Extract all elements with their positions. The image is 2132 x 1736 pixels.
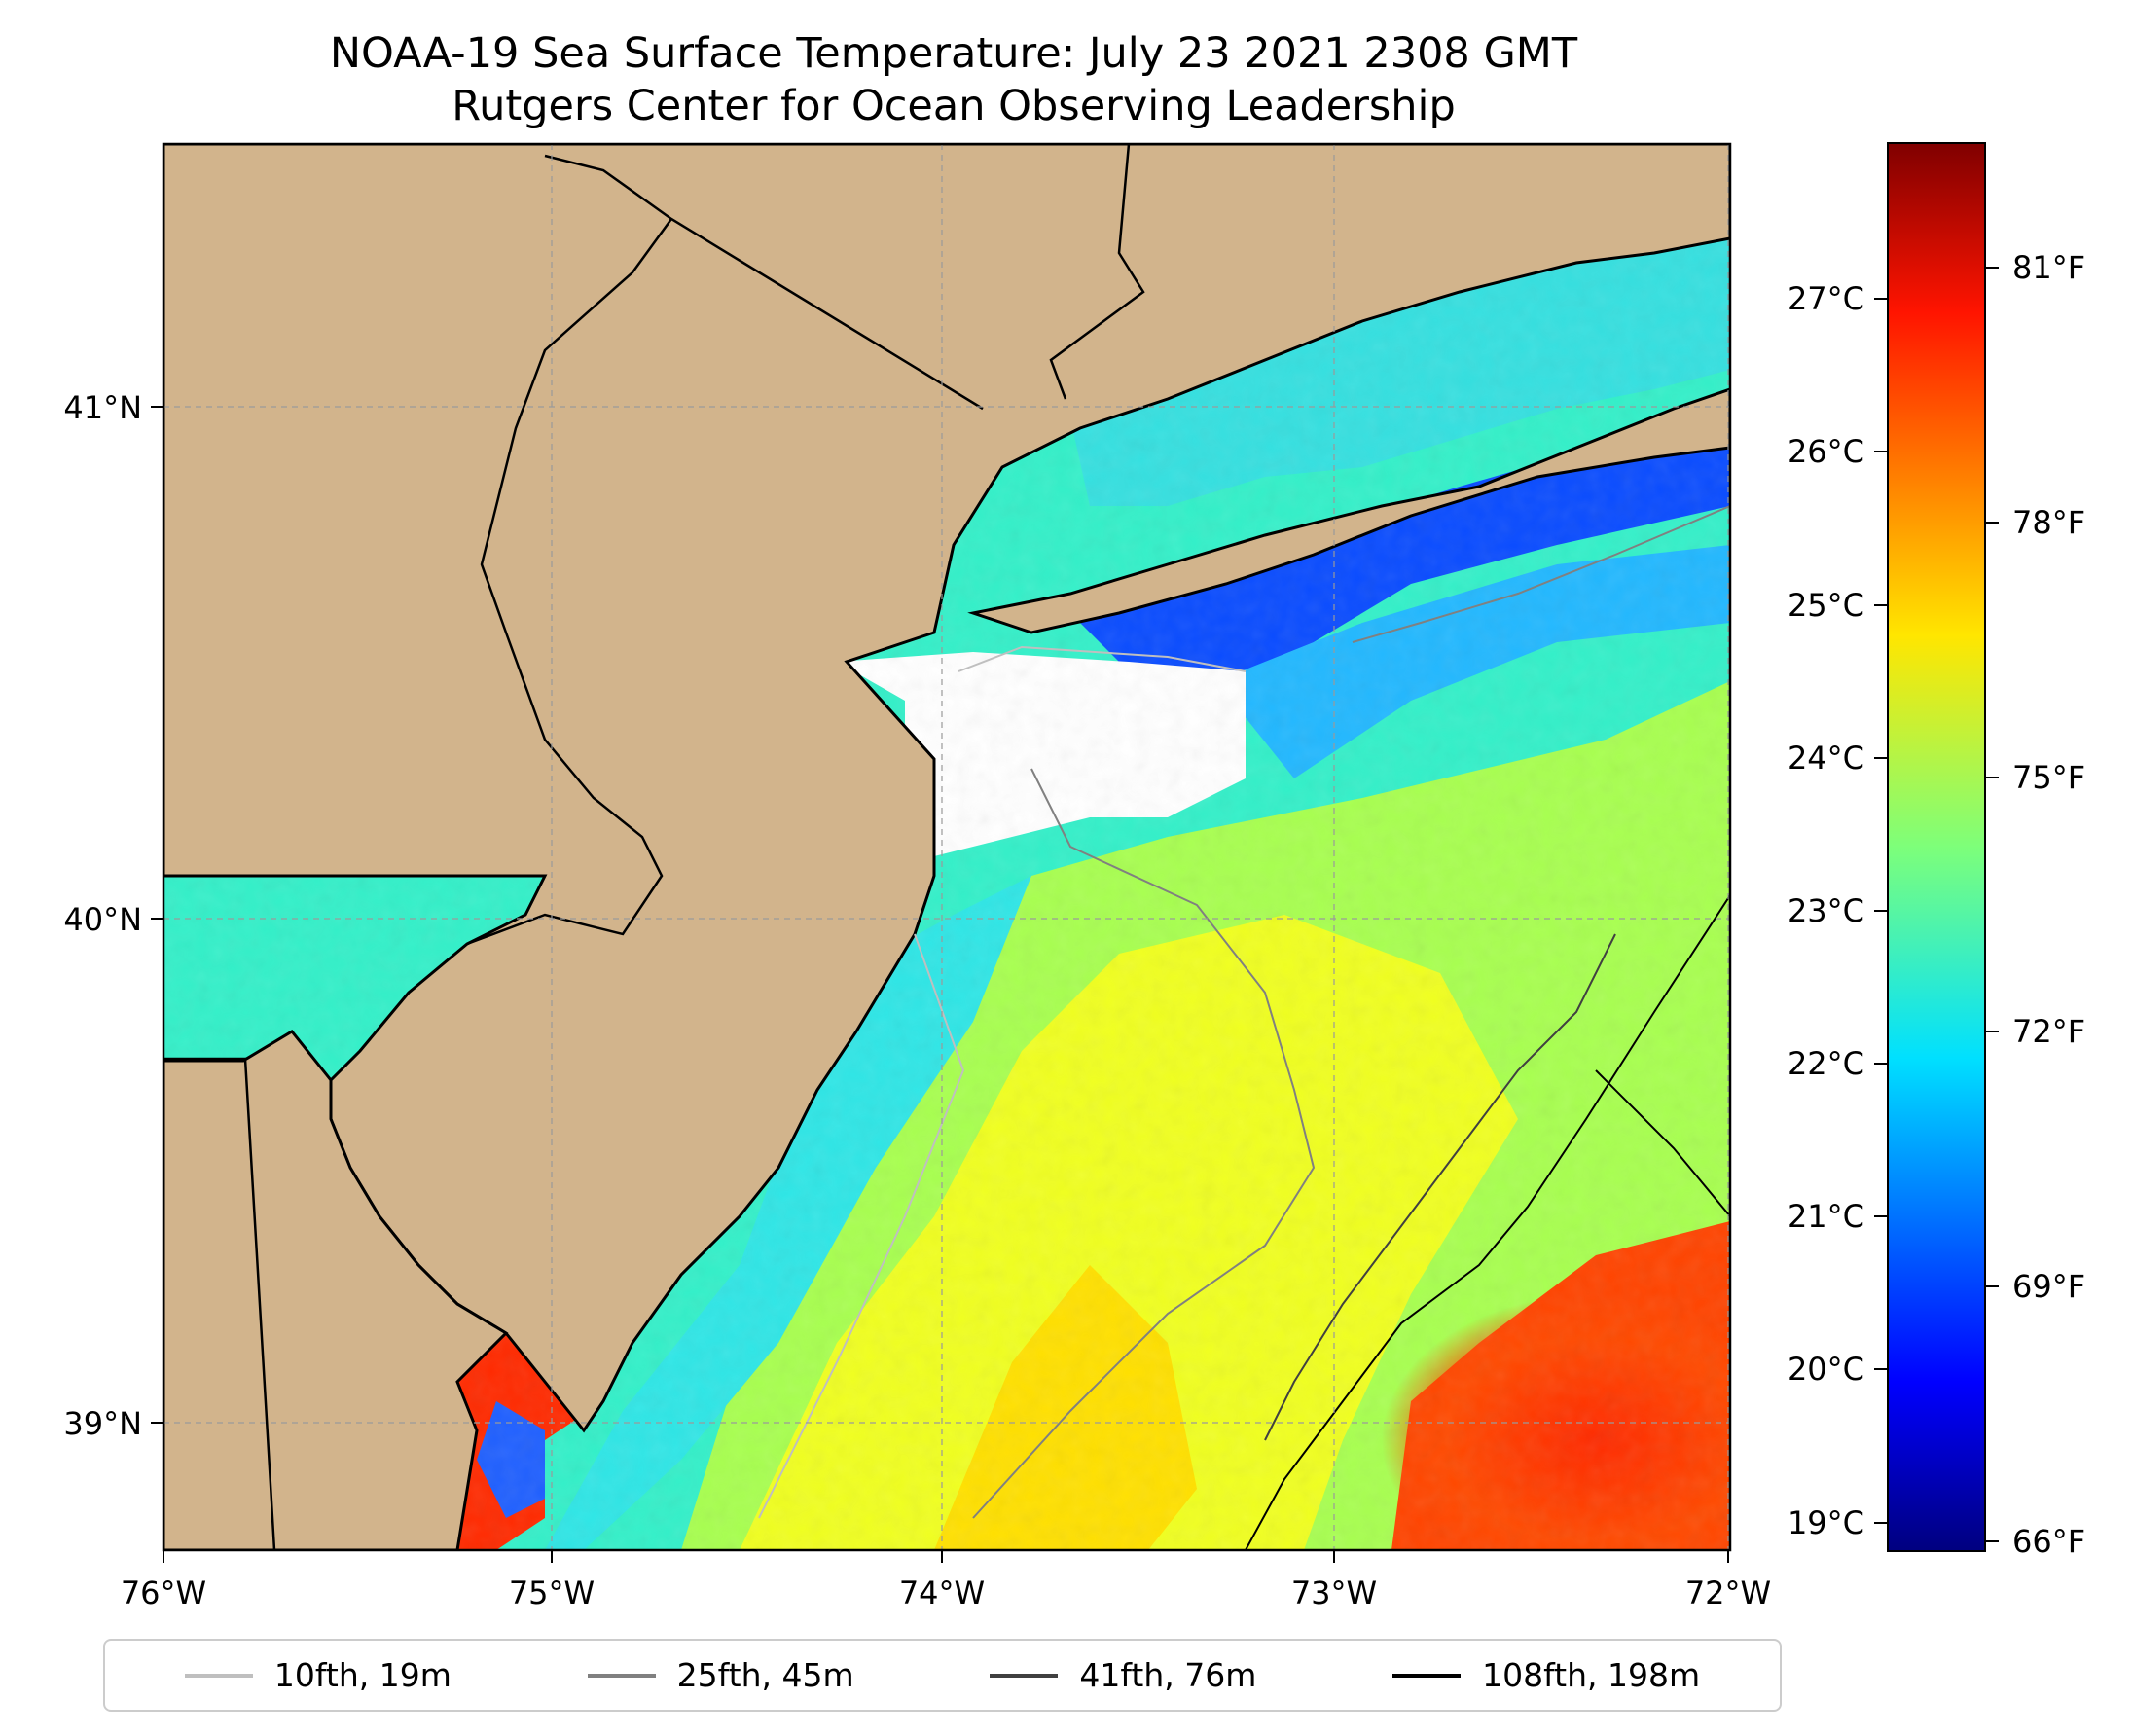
colorbar-fahrenheit-tick: 66°F [2012,1523,2085,1560]
map-title: NOAA-19 Sea Surface Temperature: July 23… [0,27,1907,132]
land-long-island [967,387,1730,634]
colorbar-celsius-tick: 21°C [1788,1198,1864,1235]
colorbar-celsius-tick: 25°C [1788,587,1864,624]
state-border-delaware [163,1057,276,1550]
legend-item-25fth: 25fth, 45m [587,1656,854,1694]
isobath-legend: 10fth, 19m 25fth, 45m 41fth, 76m 108fth,… [103,1639,1782,1712]
y-tick-label: 40°N [63,901,142,938]
legend-swatch [587,1673,656,1678]
x-tick-label: 72°W [1685,1574,1771,1611]
y-tick-label: 39°N [63,1405,142,1442]
legend-item-108fth: 108fth, 198m [1392,1656,1700,1694]
colorbar-celsius-tick: 26°C [1788,433,1864,470]
legend-item-10fth: 10fth, 19m [184,1656,452,1694]
map-frame [162,142,1732,1552]
legend-label: 25fth, 45m [676,1656,854,1694]
colorbar-fahrenheit-tick: 78°F [2012,504,2085,541]
land-delmarva [163,1030,509,1550]
title-line-2: Rutgers Center for Ocean Observing Leade… [452,82,1456,130]
colorbar-fahrenheit-tick: 81°F [2012,249,2085,286]
isobath-19m-bight [958,645,1247,672]
colorbar-fahrenheit-tick: 75°F [2012,759,2085,796]
legend-label: 41fth, 76m [1079,1656,1257,1694]
colorbar: 27°C 26°C 25°C 24°C 23°C 22°C 21°C 20°C … [1788,142,2085,1560]
legend-swatch [184,1673,253,1678]
isobath-45m-north [1352,505,1730,643]
state-border-ny-ct [1049,144,1145,400]
x-axis: 76°W 75°W 74°W 73°W 72°W [121,1550,1771,1611]
isobath-45m [972,768,1316,1519]
legend-label: 10fth, 19m [273,1656,452,1694]
legend-swatch [990,1673,1059,1678]
isobath-198m-canyon [1595,1069,1730,1217]
x-tick-label: 74°W [899,1574,985,1611]
x-tick-label: 73°W [1291,1574,1377,1611]
state-border-nj-pa [466,218,673,946]
colorbar-celsius-tick: 23°C [1788,892,1864,929]
map-plot-area [163,144,1730,1550]
state-border-ny-nj [544,154,984,411]
y-axis: 41°N 40°N 39°N [63,389,163,1442]
isobath-76m [1264,933,1616,1441]
colorbar-fahrenheit-tick: 72°F [2012,1013,2085,1050]
legend-item-41fth: 41fth, 76m [990,1656,1256,1694]
y-tick-label: 41°N [63,389,142,426]
legend-swatch [1392,1673,1462,1678]
colorbar-celsius-tick: 27°C [1788,280,1864,317]
title-line-1: NOAA-19 Sea Surface Temperature: July 23… [329,29,1578,78]
x-tick-label: 76°W [121,1574,206,1611]
isobath-19m [758,933,965,1519]
legend-label: 108fth, 198m [1482,1656,1701,1694]
colorbar-celsius-tick: 22°C [1788,1045,1864,1082]
colorbar-celsius-tick: 24°C [1788,740,1864,777]
colorbar-gradient [1887,142,1986,1552]
colorbar-celsius-tick: 19°C [1788,1504,1864,1541]
colorbar-celsius-tick: 20°C [1788,1351,1864,1388]
isobath-198m [1245,894,1730,1550]
land-new-jersey [163,144,1730,1433]
x-tick-label: 75°W [509,1574,595,1611]
colorbar-fahrenheit-tick: 69°F [2012,1268,2085,1305]
